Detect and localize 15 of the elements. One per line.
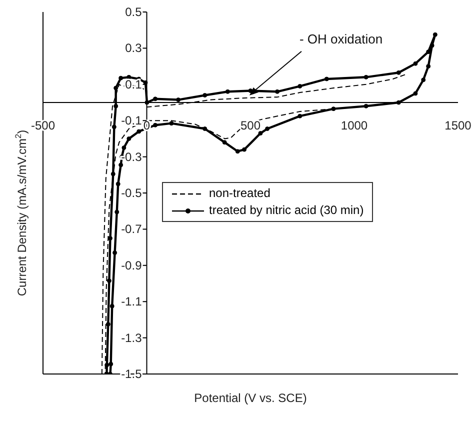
x-tick-label: 1500 — [444, 118, 472, 132]
y-tick-label: 0.3 — [125, 41, 142, 56]
y-tick-label: 0.5 — [125, 5, 142, 19]
annotation: - OH oxidation — [299, 31, 383, 46]
x-axis-title: Potential (V vs. SCE) — [194, 391, 307, 405]
y-tick-label: -0.9 — [121, 258, 142, 272]
y-tick-label: -0.7 — [121, 222, 142, 236]
legend-label: non-treated — [209, 185, 270, 202]
y-tick-label: -1.1 — [121, 294, 142, 309]
y-tick-label: -0.5 — [121, 186, 142, 200]
x-tick-label: 500 — [240, 118, 261, 132]
legend-label: treated by nitric acid (30 min) — [209, 202, 364, 219]
y-tick-label: -1.3 — [121, 330, 142, 345]
x-tick-label: 1000 — [340, 118, 368, 132]
y-tick-label: -0.1 — [121, 114, 142, 128]
